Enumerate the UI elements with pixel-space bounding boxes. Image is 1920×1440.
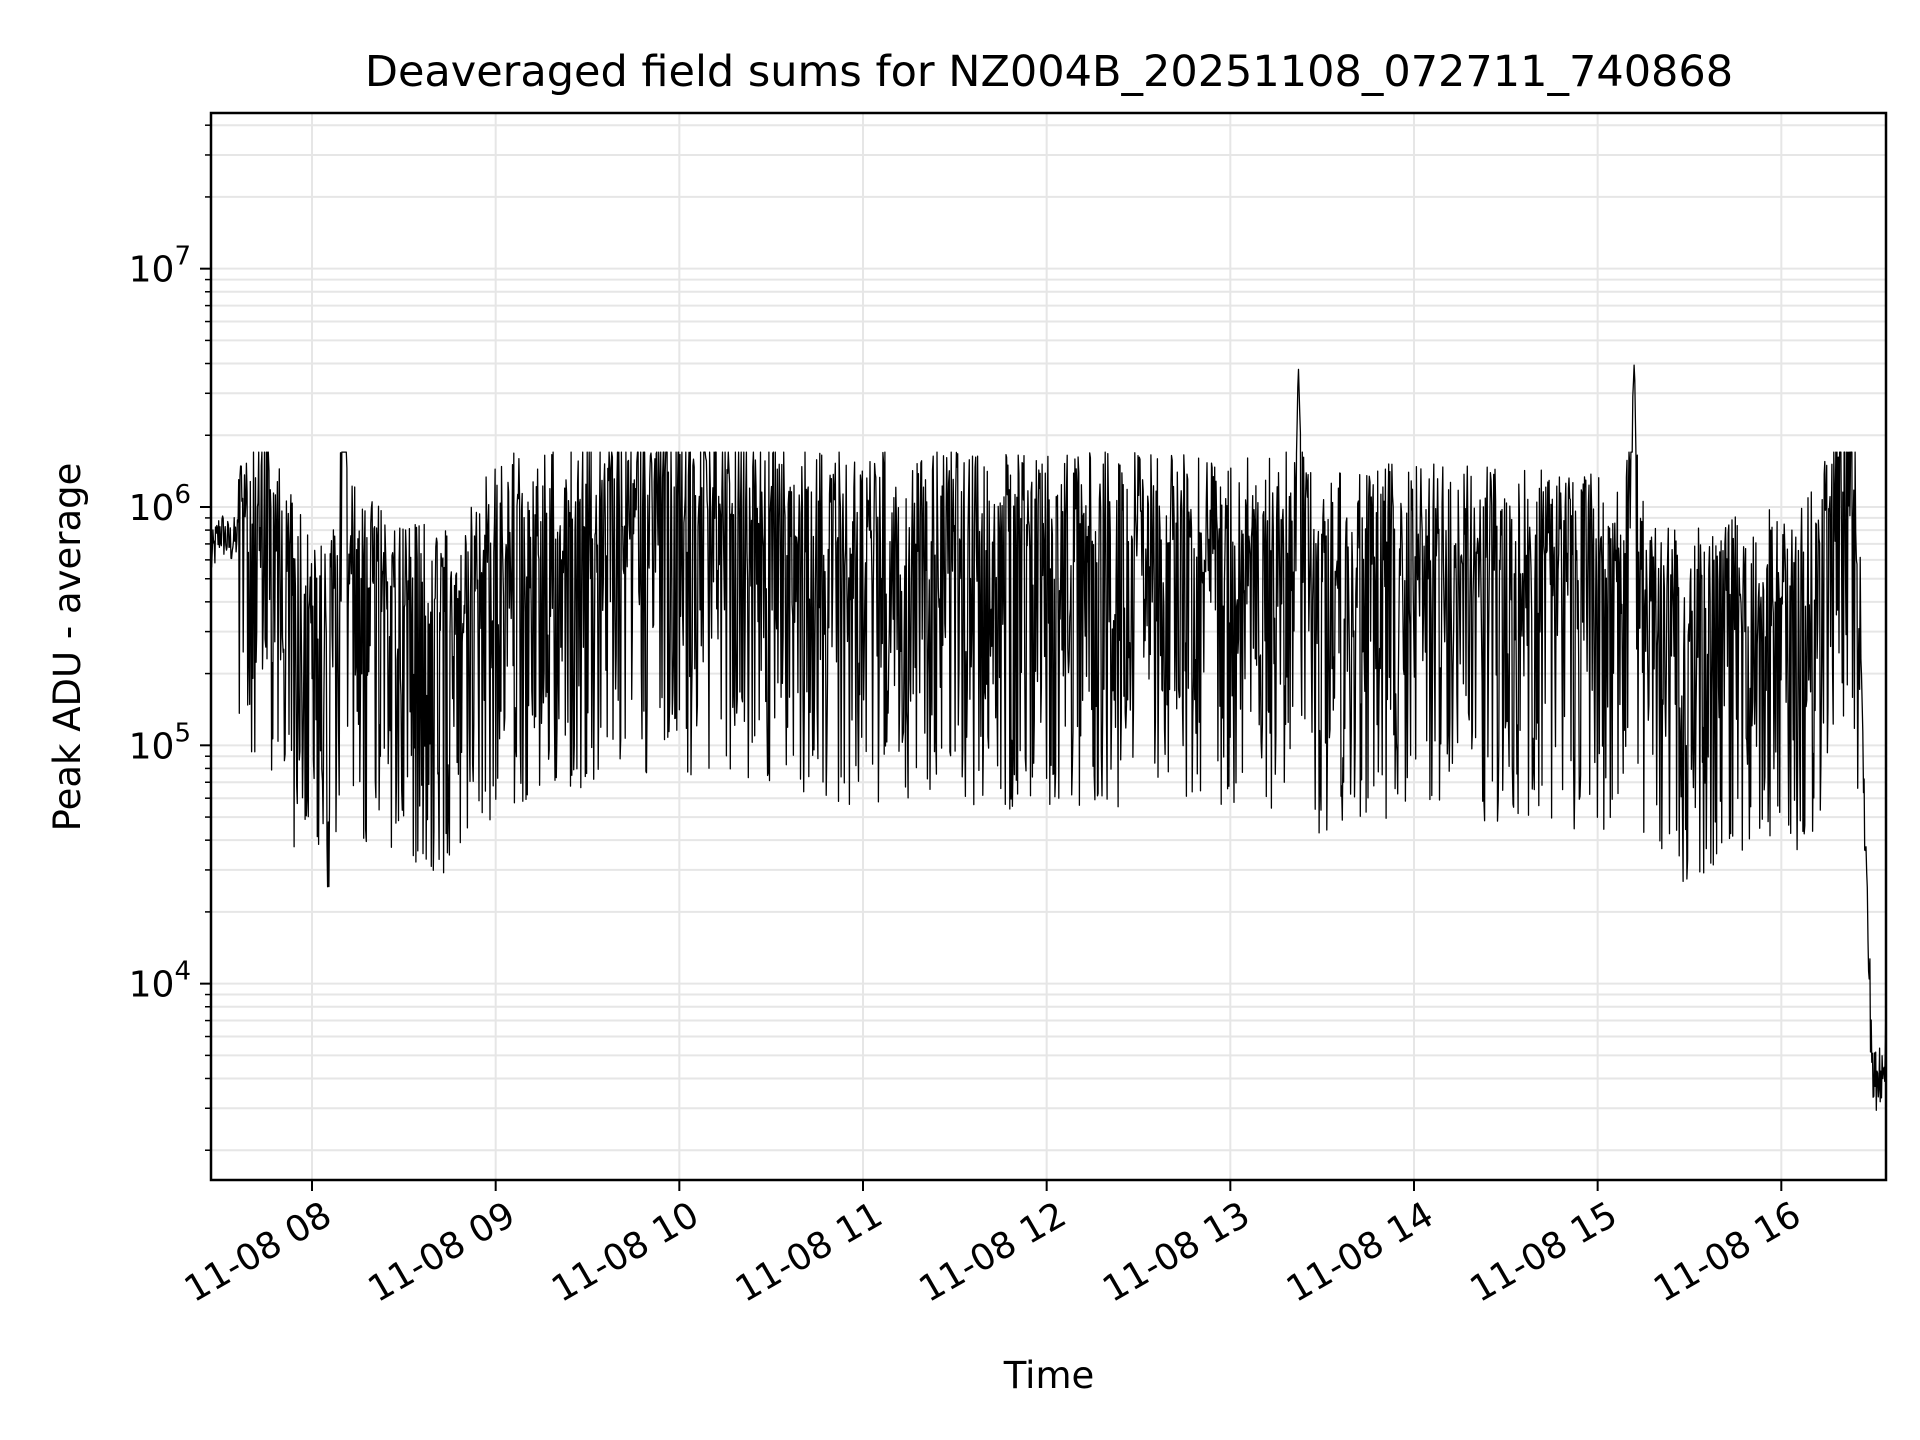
y-tick-label: 107: [129, 242, 191, 291]
series-group: [210, 364, 1887, 1111]
y-axis: 104 105 106 107: [129, 124, 211, 1151]
y-axis-label: Peak ADU - average: [46, 463, 89, 832]
series-line: [210, 364, 1887, 1111]
y-tick-label: 106: [129, 480, 191, 529]
y-tick-label: 105: [129, 718, 191, 767]
x-axis-label: Time: [1003, 1354, 1095, 1397]
plot-area-frame: [209, 111, 1888, 1182]
chart-title: Deaveraged field sums for NZ004B_2025110…: [365, 47, 1733, 97]
y-tick-label: 104: [129, 957, 191, 1006]
